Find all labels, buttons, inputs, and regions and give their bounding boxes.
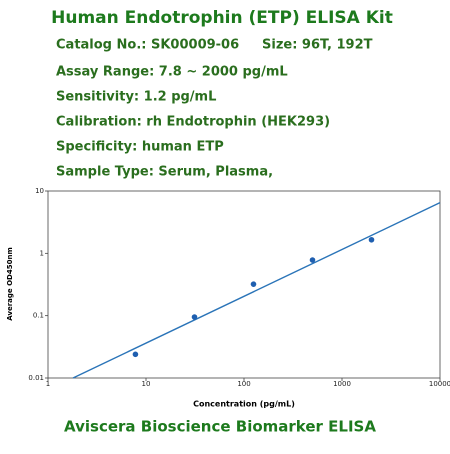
x-tick-label: 10000 [429, 380, 450, 388]
x-tick-label: 1000 [333, 380, 351, 388]
catalog: Catalog No.: SK00009-06 [56, 38, 239, 53]
x-tick-label: 100 [237, 380, 250, 388]
fit-line [72, 202, 441, 379]
data-point [250, 281, 257, 287]
x-tick-label: 10 [142, 380, 151, 388]
sample-type: Sample Type: Serum, Plasma, [56, 165, 273, 180]
data-point [132, 351, 139, 358]
assay-range: Assay Range: 7.8 ~ 2000 pg/mL [56, 65, 288, 80]
data-point [368, 236, 375, 243]
y-tick-label: 0.01 [28, 374, 44, 382]
y-tick-label: 10 [35, 187, 44, 195]
plot: 1 10 100 1000 10000 0.01 0.1 1 10 [28, 187, 450, 388]
y-axis-label: Average OD450nm [6, 247, 14, 321]
size: Size: 96T, 192T [262, 38, 373, 53]
title: Human Endotrophin (ETP) ELISA Kit [51, 8, 393, 28]
y-tick-label: 1 [40, 249, 44, 257]
calibration: Calibration: rh Endotrophin (HEK293) [56, 115, 330, 130]
data-point [191, 314, 198, 320]
data-point [309, 257, 316, 263]
x-tick-label: 1 [46, 380, 50, 388]
y-tick-label: 0.1 [33, 312, 44, 320]
sensitivity: Sensitivity: 1.2 pg/mL [56, 90, 216, 105]
footer: Aviscera Bioscience Biomarker ELISA [64, 418, 376, 436]
x-axis-label: Concentration (pg/mL) [193, 400, 295, 409]
plot-frame [47, 190, 441, 379]
specificity: Specificity: human ETP [56, 140, 224, 155]
